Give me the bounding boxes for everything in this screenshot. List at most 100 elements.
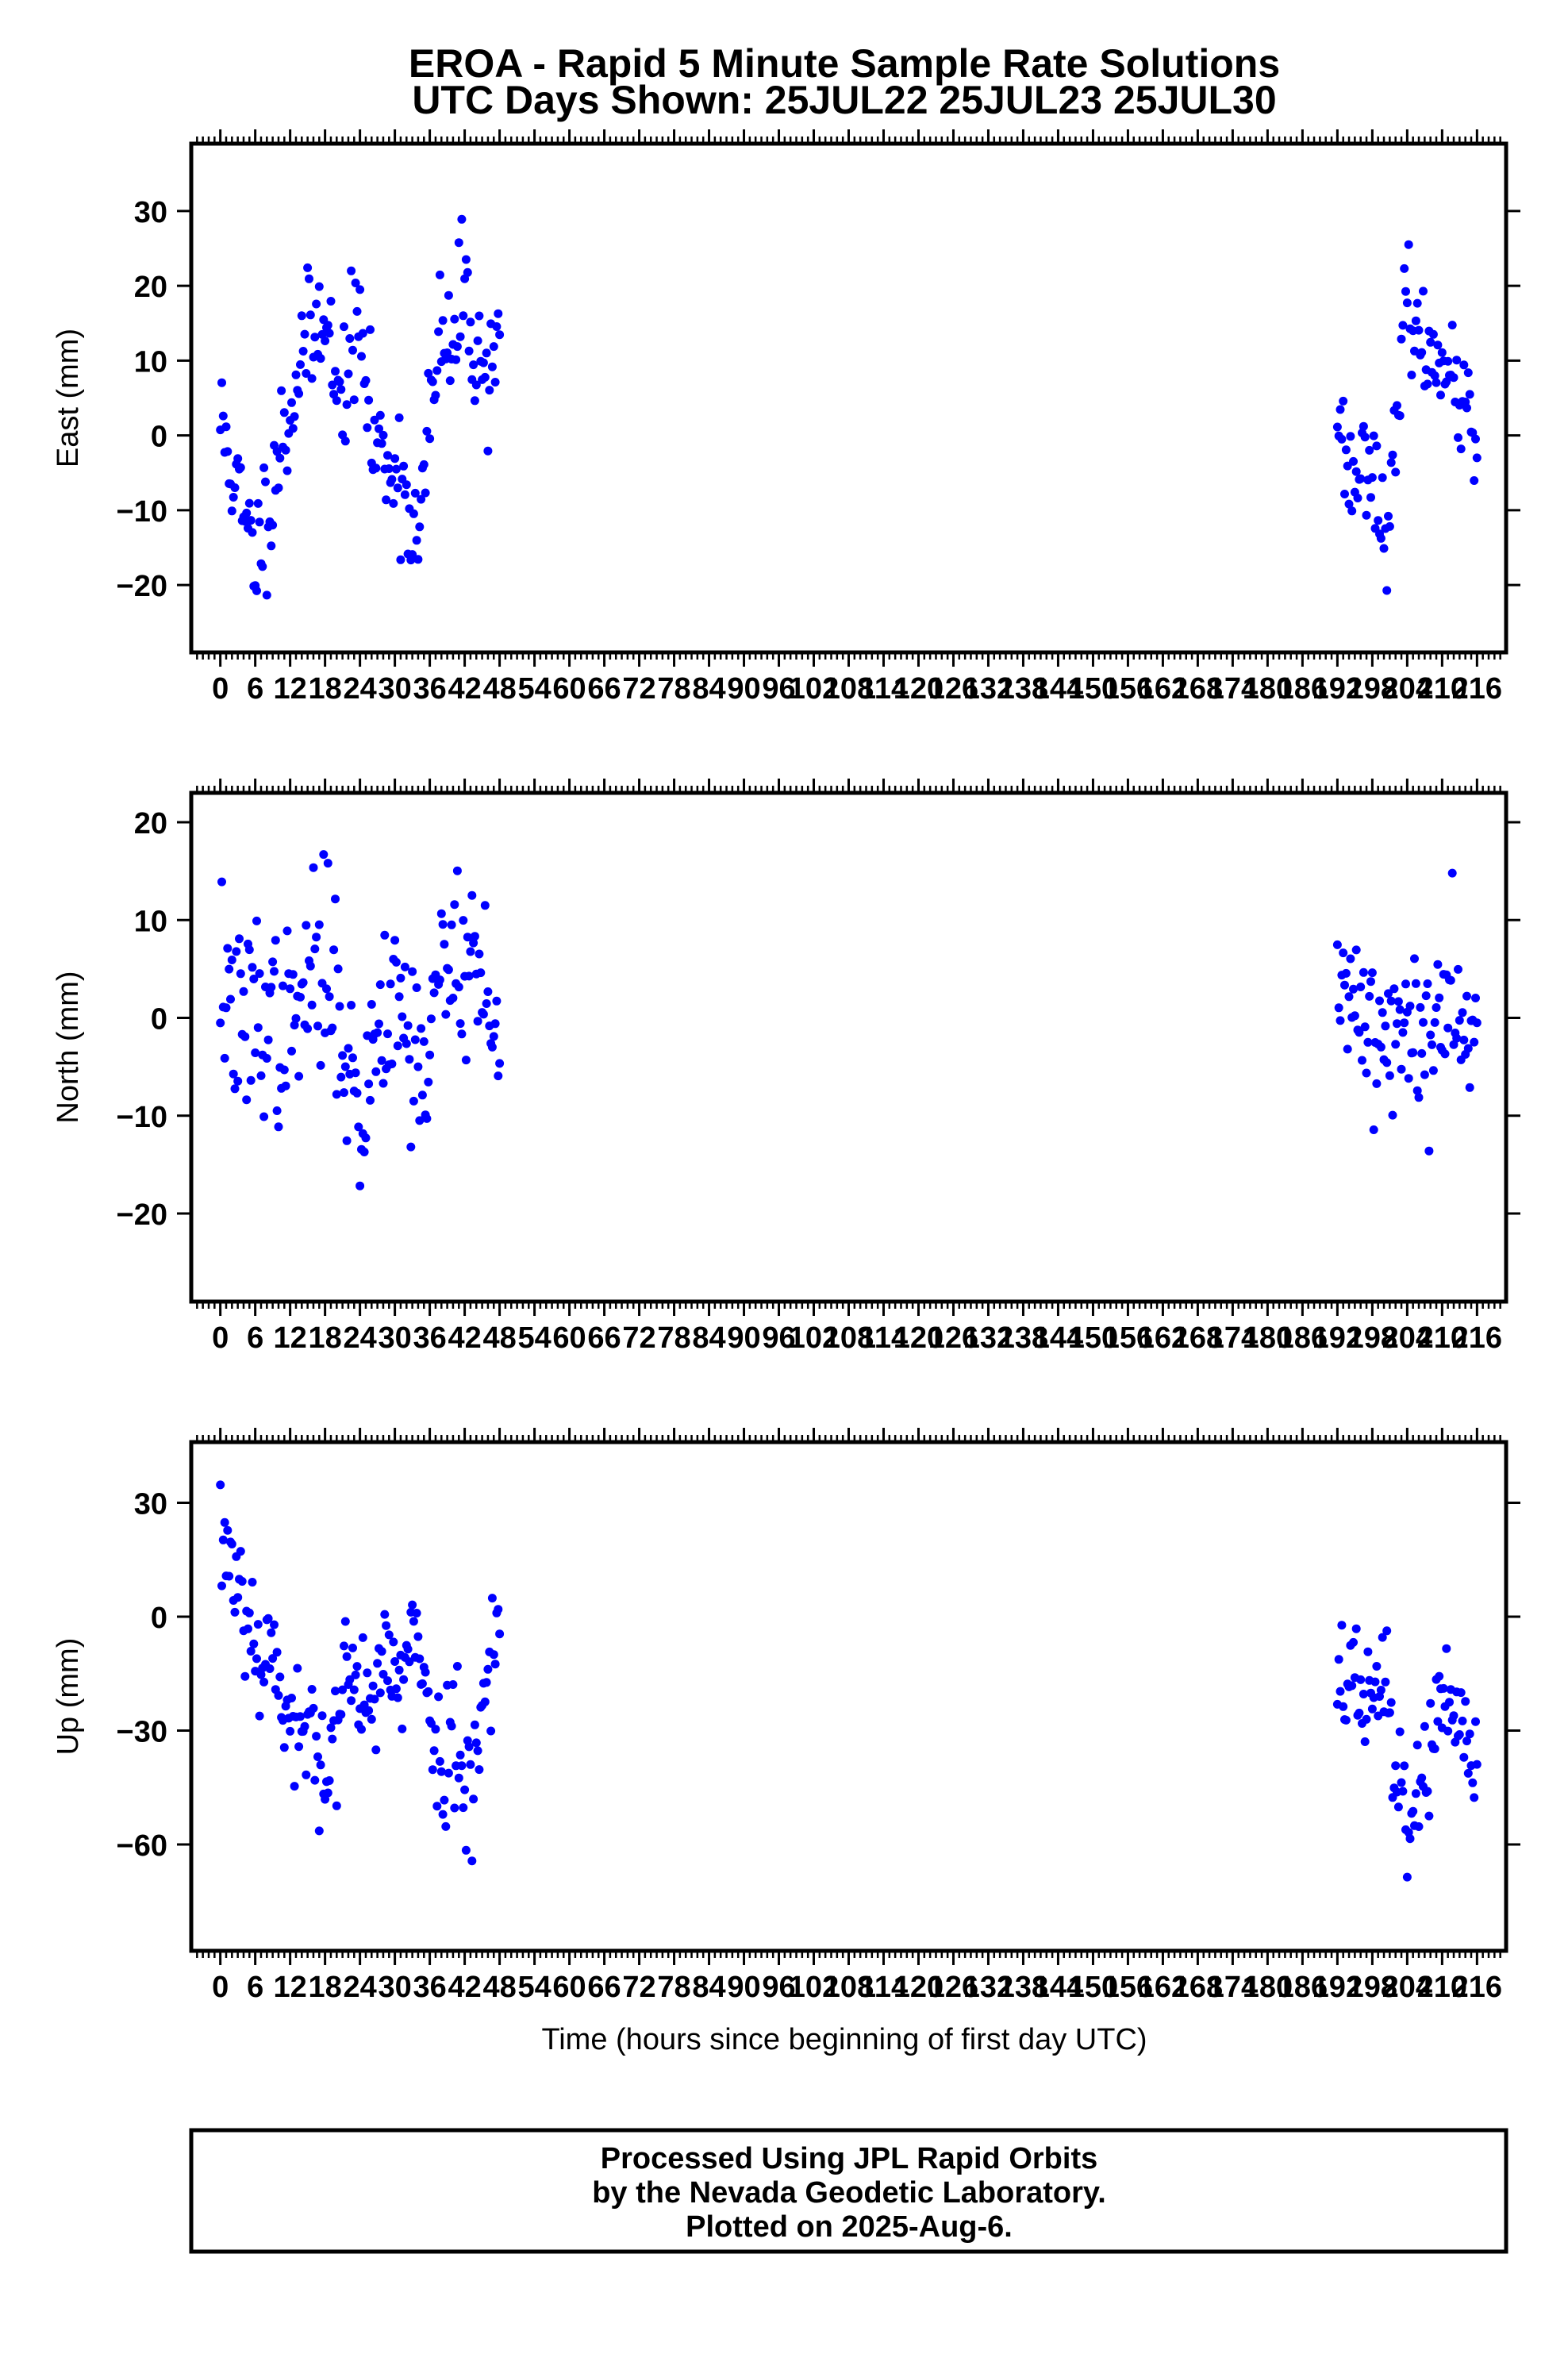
up-point <box>328 1734 337 1744</box>
east-point <box>1463 368 1473 378</box>
east-point <box>483 446 493 456</box>
east-point <box>294 389 304 398</box>
north-point <box>386 979 395 989</box>
north-point <box>412 983 421 992</box>
east-x-tick-label: 216 <box>1452 672 1502 706</box>
east-point <box>1462 403 1471 413</box>
east-point <box>230 483 240 492</box>
north-point <box>282 926 292 936</box>
east-point <box>325 329 334 338</box>
north-point <box>352 1088 362 1098</box>
up-point <box>256 1670 266 1679</box>
up-point <box>1360 1737 1370 1746</box>
north-point <box>244 945 254 955</box>
north-x-tick-label: 78 <box>657 1321 690 1355</box>
up-point <box>1471 1717 1480 1726</box>
up-point <box>248 1578 257 1587</box>
east-point <box>1347 506 1357 516</box>
north-point <box>1356 983 1366 991</box>
east-point <box>1456 444 1466 454</box>
east-point <box>1376 533 1385 543</box>
north-point <box>325 992 334 1002</box>
north-point <box>1386 996 1396 1006</box>
north-point <box>1428 1040 1436 1049</box>
up-point <box>352 1662 362 1671</box>
up-y-tick-label: −30 <box>117 1716 167 1749</box>
east-point <box>1437 348 1447 357</box>
east-point <box>1337 434 1347 444</box>
north-point <box>377 1056 386 1065</box>
north-x-tick-label: 42 <box>448 1321 481 1355</box>
north-point <box>1393 997 1403 1006</box>
east-point <box>1385 521 1394 531</box>
up-point <box>452 1662 462 1671</box>
up-x-tick-label: 120 <box>894 1971 943 2004</box>
up-point <box>340 1641 348 1651</box>
east-point <box>1382 586 1392 595</box>
north-point <box>1349 984 1358 994</box>
east-point <box>1359 421 1368 431</box>
up-point <box>237 1577 247 1586</box>
up-point <box>1378 1633 1387 1642</box>
north-point <box>380 930 390 940</box>
up-point <box>1439 1683 1448 1693</box>
north-point <box>1414 1093 1424 1102</box>
north-point <box>1332 940 1342 949</box>
north-point <box>256 1071 266 1080</box>
east-point <box>387 475 397 484</box>
up-point <box>384 1630 394 1640</box>
up-point <box>375 1688 385 1698</box>
east-point <box>326 297 336 306</box>
north-point <box>492 996 502 1006</box>
up-x-tick-label: 66 <box>587 1971 621 2004</box>
east-point <box>321 337 330 345</box>
up-point <box>1433 1717 1443 1726</box>
east-x-tick-label: 168 <box>1173 672 1223 706</box>
east-point <box>302 369 311 378</box>
east-point <box>1432 378 1441 387</box>
east-point <box>1430 371 1439 380</box>
north-point <box>447 920 456 929</box>
up-point <box>220 1517 229 1527</box>
up-point <box>460 1785 470 1794</box>
up-point <box>1362 1714 1371 1724</box>
east-point <box>361 375 371 385</box>
north-point <box>1421 991 1431 1001</box>
up-point <box>371 1745 381 1755</box>
east-point <box>275 453 285 463</box>
up-point <box>490 1660 500 1669</box>
up-point <box>1337 1621 1347 1630</box>
up-point <box>1459 1752 1469 1762</box>
east-point <box>1360 433 1370 442</box>
up-point <box>246 1647 256 1656</box>
north-x-tick-label: 120 <box>894 1321 943 1355</box>
north-point <box>483 987 493 996</box>
up-x-tick-label: 18 <box>308 1971 341 2004</box>
up-point <box>1456 1688 1466 1698</box>
east-x-tick-label: 126 <box>928 672 978 706</box>
north-point <box>274 1122 283 1132</box>
up-point <box>268 1654 278 1664</box>
north-point <box>1440 1049 1450 1059</box>
north-point <box>1397 1064 1406 1074</box>
up-point <box>475 1765 484 1775</box>
up-point <box>1359 1690 1368 1698</box>
east-point <box>445 376 455 386</box>
east-x-tick-label: 132 <box>963 672 1013 706</box>
east-y-axis-label: East (mm) <box>52 329 85 467</box>
east-point <box>303 263 313 272</box>
north-x-tick-label: 180 <box>1243 1321 1293 1355</box>
north-point <box>361 1133 371 1143</box>
east-point <box>1362 510 1371 520</box>
up-x-tick-label: 30 <box>378 1971 411 2004</box>
north-x-tick-label: 90 <box>727 1321 760 1355</box>
north-y-tick-label: 20 <box>134 807 167 840</box>
north-point <box>406 1142 416 1152</box>
east-point <box>1351 467 1361 476</box>
east-point <box>288 424 298 433</box>
north-point <box>1367 968 1377 978</box>
up-y-tick-label: 30 <box>134 1488 167 1521</box>
up-point <box>1381 1677 1390 1687</box>
east-point <box>396 555 405 564</box>
east-x-tick-label: 48 <box>482 672 516 706</box>
